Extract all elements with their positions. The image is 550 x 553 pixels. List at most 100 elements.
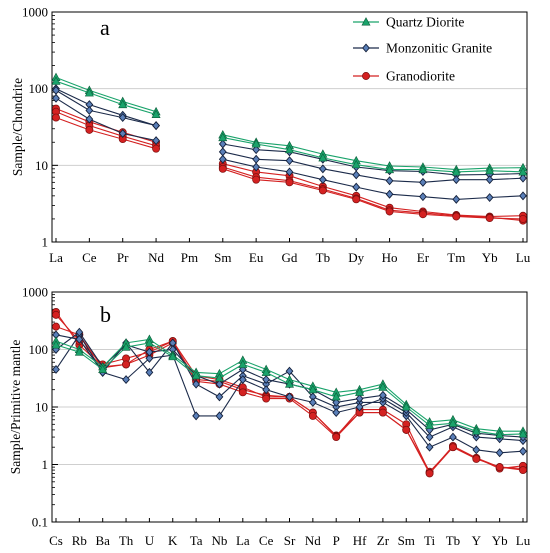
data-point: [308, 384, 318, 394]
data-point: [332, 408, 341, 418]
data-point: [418, 164, 428, 174]
data-point: [485, 214, 494, 223]
x-tick-label: Lu: [516, 533, 531, 548]
data-point: [52, 322, 60, 331]
data-point: [449, 432, 457, 442]
data-point: [332, 397, 341, 407]
panel-a-chart: 1 10 100 1000 La Ce Pr Nd Pm Sm Eu Gd Tb Dy Ho Er Tm Yb Lu…: [10, 5, 531, 266]
data-point: [495, 429, 505, 439]
data-point: [485, 165, 495, 175]
data-point: [168, 351, 178, 361]
legend-marker: [361, 17, 371, 26]
data-point: [385, 189, 394, 199]
series-monzonitic-granite: [52, 93, 527, 204]
data-point: [519, 214, 527, 223]
series-quartz-diorite: [51, 338, 528, 439]
data-point: [285, 178, 294, 187]
data-point: [192, 379, 200, 389]
data-point: [252, 162, 261, 172]
series-line: [55, 89, 524, 183]
data-point: [151, 109, 161, 119]
data-point: [252, 175, 261, 184]
series-line: [55, 80, 524, 173]
data-point: [262, 385, 271, 395]
data-point: [191, 370, 201, 380]
data-point: [252, 154, 261, 164]
data-point: [261, 367, 271, 376]
data-point: [192, 411, 200, 421]
data-point: [74, 347, 84, 356]
data-point: [378, 382, 388, 391]
x-tick-label: Eu: [249, 250, 264, 265]
series-line: [55, 97, 524, 200]
series-quartz-diorite: [51, 76, 528, 176]
data-point: [331, 392, 341, 401]
panel-label: a: [100, 15, 110, 40]
legend-label: Monzonitic Granite: [386, 41, 492, 56]
data-point: [284, 144, 295, 154]
x-tick-label: P: [333, 533, 340, 548]
data-point: [145, 347, 154, 357]
data-point: [472, 445, 481, 455]
x-tick-label: Tb: [316, 250, 330, 265]
data-point: [402, 425, 411, 434]
data-point: [145, 353, 154, 363]
data-point: [218, 132, 228, 142]
data-point: [218, 154, 227, 164]
x-tick-label: Sm: [398, 533, 415, 548]
x-tick-label: Ce: [259, 533, 274, 548]
y-tick-label: 1000: [22, 5, 48, 20]
x-tick-label: Ce: [82, 250, 97, 265]
data-point: [519, 191, 527, 201]
data-point: [419, 177, 427, 187]
data-point: [385, 176, 394, 186]
data-point: [122, 375, 130, 385]
data-point: [52, 93, 60, 103]
data-point: [262, 394, 271, 403]
data-point: [448, 418, 458, 427]
data-point: [52, 364, 60, 374]
data-point: [385, 207, 394, 216]
data-point: [452, 175, 461, 185]
data-point: [352, 170, 361, 180]
data-point: [214, 373, 224, 382]
data-point: [472, 454, 481, 463]
x-tick-label: Gd: [282, 250, 298, 265]
x-tick-label: Lu: [516, 250, 531, 265]
x-tick-label: Ba: [95, 533, 110, 548]
data-point: [262, 375, 271, 385]
y-tick-label: 1: [42, 457, 49, 472]
y-tick-label: 100: [29, 342, 49, 357]
data-point: [238, 364, 247, 374]
x-tick-label: Nb: [212, 533, 228, 548]
data-point: [218, 147, 227, 157]
data-point: [379, 390, 387, 400]
data-point: [121, 342, 131, 351]
data-point: [355, 394, 364, 404]
data-point: [471, 426, 481, 435]
x-tick-label: Yb: [482, 250, 498, 265]
x-tick-label: Y: [472, 533, 482, 548]
data-point: [519, 446, 527, 456]
data-point: [449, 443, 457, 452]
data-point: [118, 113, 127, 123]
data-point: [238, 388, 247, 397]
data-point: [252, 145, 261, 155]
legend: Quartz Diorite Monzonitic Granite Granodio…: [353, 15, 492, 84]
data-point: [519, 466, 527, 475]
data-point: [218, 139, 227, 149]
y-tick-label: 0.1: [32, 515, 48, 530]
data-point: [85, 125, 94, 134]
data-point: [51, 340, 61, 349]
x-tick-label: Hf: [353, 533, 367, 548]
x-tick-label: Nd: [148, 250, 164, 265]
data-point: [84, 88, 94, 97]
x-tick-label: Er: [417, 250, 430, 265]
data-point: [352, 182, 361, 192]
x-tick-label: Nd: [305, 533, 321, 548]
data-point: [144, 338, 154, 347]
legend-label: Granodiorite: [386, 69, 455, 84]
x-tick-label: Ho: [382, 250, 398, 265]
y-tick-label: 10: [35, 400, 48, 415]
